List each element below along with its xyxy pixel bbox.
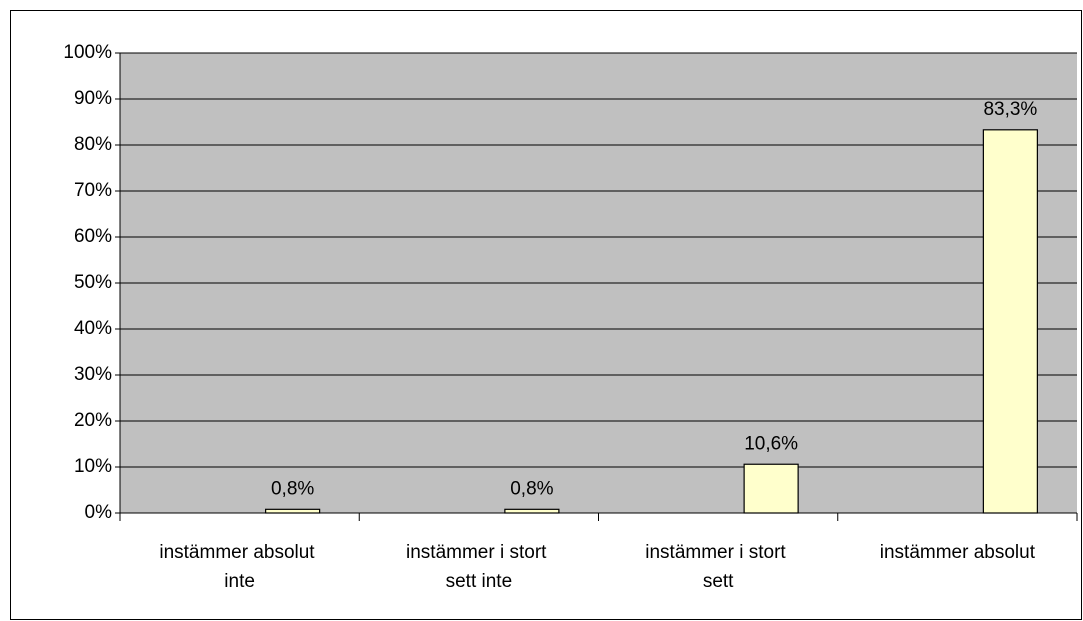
data-label: 83,3% — [983, 99, 1037, 120]
y-tick-label: 70% — [74, 180, 112, 201]
y-tick-label: 10% — [74, 456, 112, 477]
y-tick-label: 30% — [74, 364, 112, 385]
y-tick-label: 0% — [85, 502, 113, 523]
y-tick-label: 40% — [74, 318, 112, 339]
bar — [982, 129, 1038, 514]
x-tick-label: instämmer absolut — [880, 542, 1036, 563]
bar — [743, 463, 799, 514]
y-tick-label: 80% — [74, 134, 112, 155]
data-label: 0,8% — [510, 478, 553, 499]
x-tick-label: instämmer i stort sett inte — [406, 542, 552, 592]
y-tick-label: 100% — [63, 42, 112, 63]
data-label: 10,6% — [744, 433, 798, 454]
y-tick-label: 20% — [74, 410, 112, 431]
y-tick-label: 90% — [74, 88, 112, 109]
bar — [504, 508, 560, 514]
y-tick-label: 60% — [74, 226, 112, 247]
y-tick-label: 50% — [74, 272, 112, 293]
data-label: 0,8% — [271, 478, 314, 499]
bar — [265, 508, 321, 514]
x-tick-label: instämmer absolut inte — [159, 542, 320, 592]
x-tick-label: instämmer i stort sett — [645, 542, 791, 592]
